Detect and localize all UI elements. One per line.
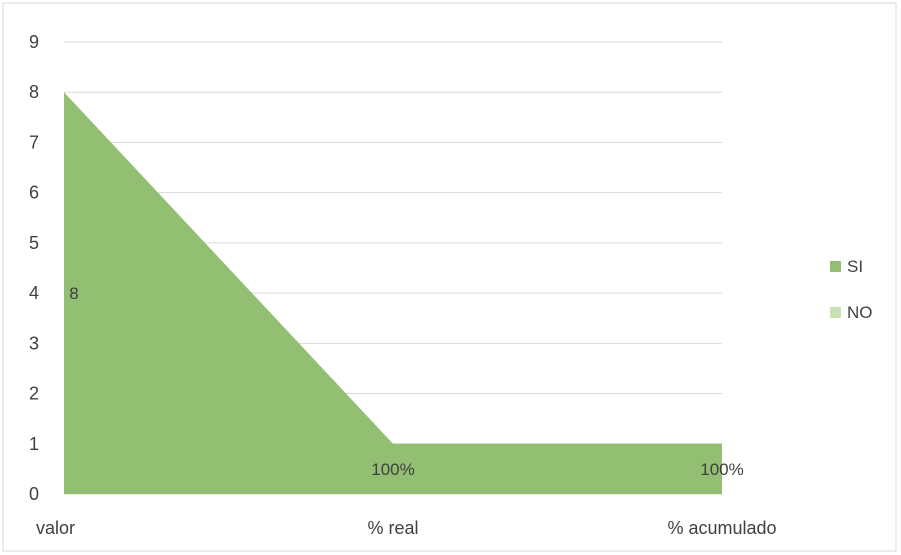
legend-label-si: SI <box>847 257 863 276</box>
area-series-si <box>64 92 722 494</box>
y-tick-label: 0 <box>29 484 39 504</box>
y-tick-label: 9 <box>29 32 39 52</box>
y-tick-label: 7 <box>29 132 39 152</box>
x-tick-label: valor <box>36 518 75 538</box>
y-tick-label: 2 <box>29 384 39 404</box>
x-tick-label: % acumulado <box>667 518 776 538</box>
legend-swatch-si <box>830 261 841 272</box>
data-label: 100% <box>371 460 414 479</box>
area-series <box>64 92 722 494</box>
legend: SI NO <box>830 257 873 322</box>
y-tick-label: 3 <box>29 333 39 353</box>
y-tick-label: 6 <box>29 183 39 203</box>
data-label: 8 <box>69 284 78 303</box>
legend-swatch-no <box>830 307 841 318</box>
y-axis-ticks: 0 1 2 3 4 5 6 7 8 9 <box>29 32 39 504</box>
y-tick-label: 8 <box>29 82 39 102</box>
y-tick-label: 5 <box>29 233 39 253</box>
data-labels: 8 100% 100% <box>69 284 743 479</box>
x-tick-label: % real <box>367 518 418 538</box>
legend-label-no: NO <box>847 303 873 322</box>
y-tick-label: 1 <box>29 434 39 454</box>
x-axis-ticks: valor % real % acumulado <box>36 518 777 538</box>
data-label: 100% <box>700 460 743 479</box>
y-tick-label: 4 <box>29 283 39 303</box>
